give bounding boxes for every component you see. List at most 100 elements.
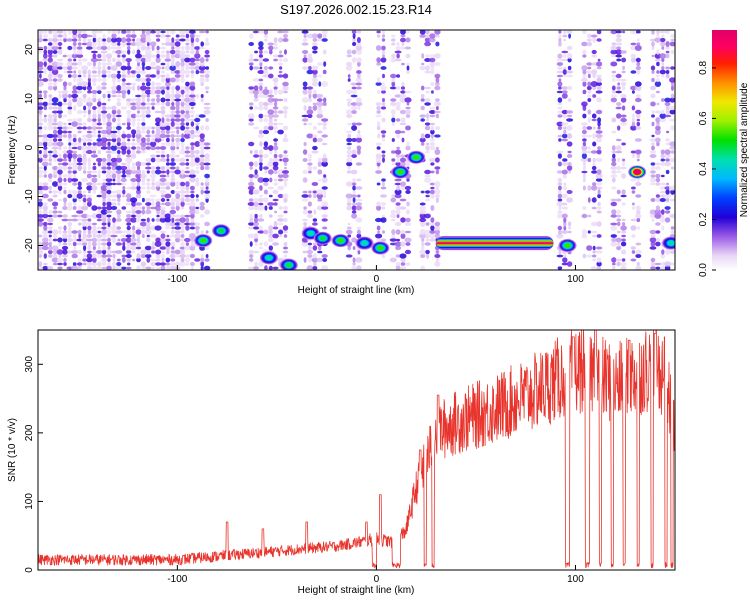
heatmap-cell (262, 89, 270, 95)
heatmap-cell (400, 217, 406, 223)
heatmap-cell (257, 197, 265, 203)
heatmap-cell (125, 86, 133, 90)
heatmap-cell (655, 266, 661, 270)
heatmap-cell (356, 226, 362, 230)
heatmap-cell (669, 105, 675, 111)
heatmap-cell (635, 85, 642, 91)
heatmap-cell (125, 202, 133, 206)
heatmap-cell (86, 61, 92, 67)
heatmap-cell (597, 58, 601, 62)
heatmap-cell (563, 182, 567, 186)
heatmap-cell (346, 101, 352, 107)
heatmap-cell (391, 81, 396, 87)
heatmap-cell (180, 118, 185, 122)
heatmap-cell (95, 37, 103, 43)
heatmap-cell (203, 142, 211, 146)
heatmap-cell (52, 238, 58, 242)
heatmap-cell (62, 174, 68, 178)
heatmap-cell (171, 226, 175, 230)
heatmap-cell (175, 105, 180, 111)
heatmap-cell (400, 154, 406, 158)
heatmap-cell (190, 70, 195, 74)
heatmap-cell (180, 122, 185, 126)
heatmap-cell (421, 238, 425, 242)
heatmap-cell (188, 174, 196, 178)
heatmap-cell (170, 126, 176, 130)
heatmap-cell (621, 202, 626, 206)
heatmap-cell (140, 253, 147, 259)
heatmap-cell (352, 41, 357, 47)
heatmap-cell (77, 214, 82, 218)
heatmap-cell (101, 82, 107, 86)
heatmap-cell (107, 93, 111, 99)
heatmap-cell (183, 133, 191, 139)
heatmap-cell (141, 102, 146, 106)
heatmap-cell (140, 261, 147, 267)
snr-series-line (38, 330, 675, 569)
heatmap-cell (58, 153, 62, 159)
heatmap-cell (76, 46, 83, 50)
heatmap-cell (71, 253, 78, 259)
heatmap-cell (283, 150, 288, 154)
heatmap-cell (592, 141, 597, 147)
heatmap-cell (47, 217, 54, 223)
heatmap-cell (134, 206, 143, 210)
heatmap-cell (77, 42, 82, 46)
heatmap-cell (308, 245, 312, 251)
heatmap-cell (566, 53, 573, 59)
heatmap-cell (592, 126, 596, 130)
heatmap-cell (42, 134, 49, 138)
heatmap-cell (52, 138, 58, 142)
heatmap-cell (308, 93, 312, 99)
heatmap-cell (161, 66, 165, 70)
heatmap-cell (41, 161, 49, 167)
heatmap-cell (181, 94, 185, 98)
heatmap-cell (156, 214, 160, 218)
heatmap-cell (63, 85, 67, 91)
heatmap-cell (126, 262, 131, 266)
heatmap-cell (56, 249, 64, 255)
heatmap-cell (199, 137, 205, 143)
heatmap-cell (650, 166, 656, 170)
heatmap-cell (670, 262, 675, 266)
heatmap-cell (556, 254, 564, 258)
heatmap-cell (308, 170, 312, 174)
heatmap-cell (116, 146, 122, 150)
heatmap-cell (282, 57, 289, 63)
heatmap-cell (156, 69, 160, 75)
heatmap-cell (581, 129, 587, 135)
heatmap-cell (151, 130, 155, 134)
heatmap-cell (382, 73, 385, 79)
heatmap-cell (57, 262, 63, 266)
heatmap-cell (72, 134, 77, 138)
heatmap-cell (650, 266, 656, 270)
heatmap-cell (160, 209, 166, 215)
heatmap-cell (155, 57, 161, 63)
heatmap-cell (669, 118, 675, 122)
heatmap-cell (151, 98, 156, 102)
heatmap-cell (170, 105, 176, 111)
heatmap-cell (205, 78, 210, 82)
heatmap-cell (43, 65, 48, 71)
heatmap-cell (316, 38, 323, 42)
heatmap-cell (400, 46, 406, 50)
heatmap-cell (200, 94, 204, 98)
heatmap-cell (71, 90, 78, 94)
heatmap-cell (146, 186, 150, 190)
heatmap-cell (67, 133, 72, 139)
heatmap-cell (160, 154, 166, 158)
heatmap-cell (149, 89, 157, 95)
heatmap-cell (587, 73, 591, 79)
heatmap-cell (180, 101, 185, 107)
heatmap-cell (631, 90, 635, 94)
heatmap-cell (595, 246, 603, 250)
heatmap-cell (596, 149, 602, 155)
heatmap-cell (248, 89, 254, 95)
heatmap-cell (38, 221, 44, 227)
heatmap-cell (160, 237, 166, 243)
heatmap-cell (568, 170, 571, 174)
heatmap-cell (96, 250, 103, 254)
heatmap-cell (253, 217, 259, 223)
heatmap-cell (165, 186, 171, 190)
heatmap-cell (586, 85, 592, 91)
